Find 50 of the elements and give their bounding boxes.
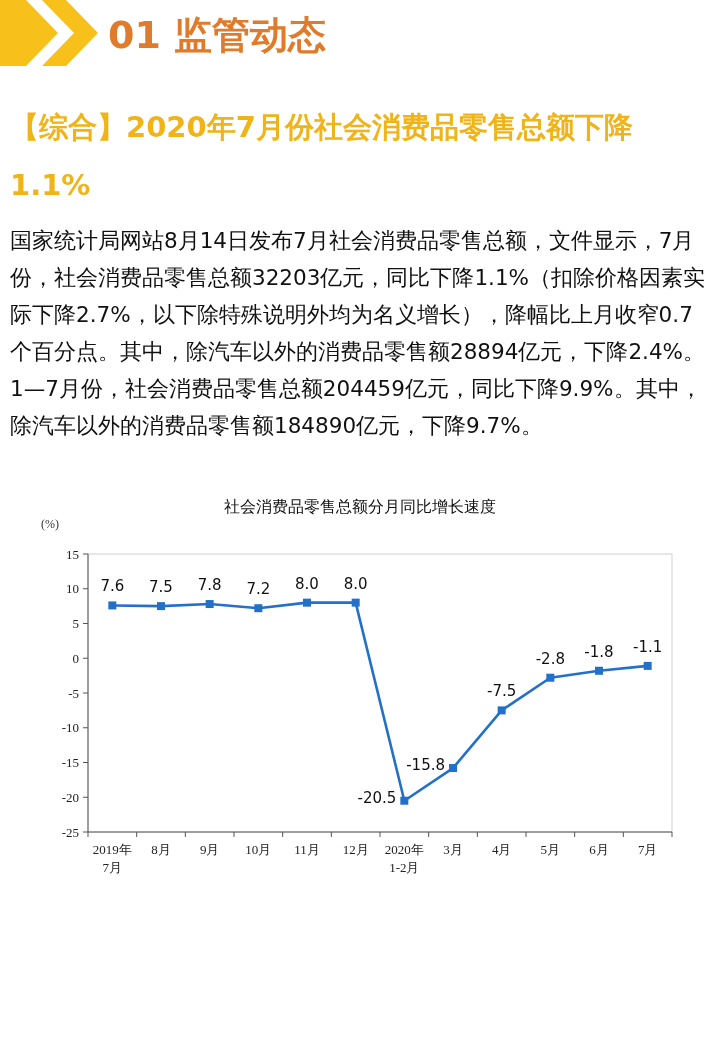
x-tick-label: 4月 [491, 842, 512, 857]
data-label: 8.0 [343, 574, 368, 593]
chart-title: 社会消费品零售总额分月同比增长速度 [224, 497, 496, 516]
x-tick-label: 10月 [245, 842, 272, 857]
point [497, 706, 506, 715]
data-label: -1.1 [633, 637, 663, 656]
point [643, 661, 652, 670]
data-label: -2.8 [535, 649, 565, 668]
data-label: 7.8 [197, 576, 222, 595]
y-tick-label: -20 [61, 789, 79, 805]
data-label: 8.0 [295, 574, 319, 593]
x-tick-label: 6月 [589, 842, 609, 857]
y-tick-label: -15 [61, 755, 79, 771]
data-label: -20.5 [357, 788, 397, 807]
x-tick-label: 8月 [151, 842, 171, 857]
y-axis-title: (%) [41, 517, 59, 531]
point [400, 796, 409, 805]
point [595, 666, 603, 675]
x-tick-label: 2019年 7月 [92, 842, 132, 875]
text: 01 监管动态 [108, 12, 327, 59]
point [449, 764, 457, 773]
y-tick-label: -10 [61, 720, 79, 736]
x-tick-label: 7月 [637, 842, 658, 857]
point [157, 602, 165, 611]
point [108, 601, 117, 610]
x-tick-label: 5月 [540, 842, 561, 857]
point [254, 604, 263, 613]
point [546, 673, 555, 682]
data-label: -15.8 [406, 756, 445, 775]
x-tick-label: 2020年 1-2月 [384, 842, 424, 875]
y-tick-label: 5 [72, 616, 79, 632]
y-tick-label: 15 [66, 546, 79, 562]
x-tick-label: 3月 [443, 842, 463, 857]
point [205, 600, 214, 609]
data-label: -7.5 [487, 682, 517, 701]
y-tick-label: -25 [61, 824, 79, 840]
text: 【综合】2020年7月份社会消费品零售总额下降1.1% [9, 109, 634, 204]
x-tick-label: 12月 [342, 842, 369, 857]
y-tick-label: -5 [68, 685, 79, 701]
point [303, 598, 311, 607]
data-label: 7.5 [149, 578, 173, 597]
text: 国家统计局网站8月14日发布7月社会消费品零售总额，文件显示，7月份，社会消费品零售总额32203亿元，同比下降1.1%（扣除价格因素实际下降2.7%，以下除特殊说明外均为名义增长），降幅比上月收窄0.7个百分点。其中，除汽车以外的消费品零售额28894亿元，下降2.4%。1—7月份，社会消费品零售总额204459亿元，同比下降9.9%。其中，除汽车以外的消费品零售额184890亿元，下降9.7%。 [9, 227, 707, 440]
point [351, 598, 360, 607]
x-tick-label: 9月 [199, 842, 220, 857]
data-label: -1.8 [584, 642, 614, 661]
data-label: 7.2 [246, 580, 271, 599]
y-tick-label: 10 [66, 581, 79, 597]
data-label: 7.6 [100, 577, 125, 596]
y-tick-label: 0 [72, 650, 79, 666]
x-tick-label: 11月 [294, 842, 320, 857]
